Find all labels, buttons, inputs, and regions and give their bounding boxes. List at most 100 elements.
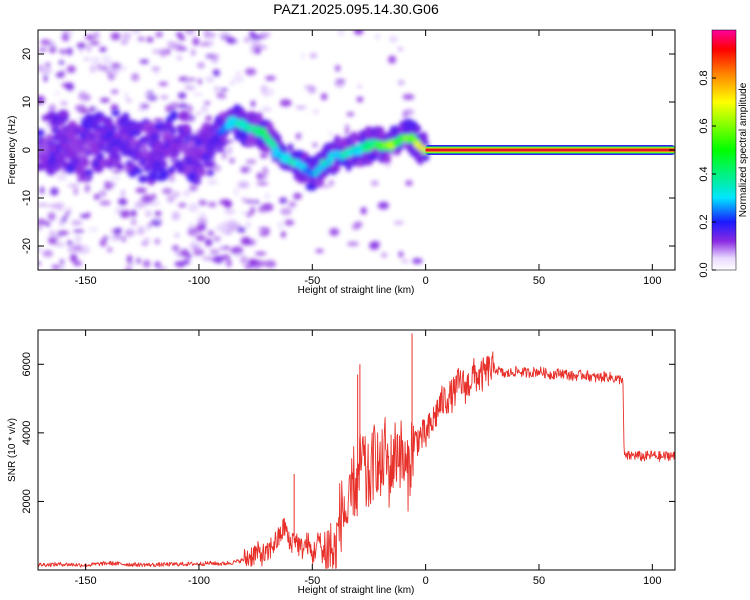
noise-blob bbox=[204, 101, 211, 106]
noise-blob bbox=[241, 210, 246, 215]
y-tick-label: 2000 bbox=[21, 489, 33, 513]
noise-blob bbox=[288, 201, 297, 208]
noise-blob bbox=[103, 186, 113, 190]
noise-blob bbox=[254, 251, 267, 256]
noise-blob bbox=[139, 227, 152, 231]
ridge-core bbox=[51, 146, 59, 152]
colorbar-tick-label: 0.0 bbox=[698, 262, 710, 277]
colorbar-label: Normalized spectral amplitude bbox=[738, 82, 749, 217]
noise-blob bbox=[106, 247, 113, 253]
noise-blob bbox=[256, 182, 269, 186]
noise-blob bbox=[277, 221, 284, 230]
noise-blob bbox=[66, 65, 76, 74]
noise-blob bbox=[311, 142, 318, 148]
noise-blob bbox=[280, 207, 292, 216]
ridge-core bbox=[259, 127, 268, 136]
snr-y-axis-label: SNR (10 * v/v) bbox=[7, 418, 18, 482]
noise-blob bbox=[176, 55, 183, 61]
ridge-core bbox=[211, 136, 221, 144]
noise-blob bbox=[232, 75, 245, 83]
noise-blob bbox=[258, 227, 270, 231]
y-tick-label: -20 bbox=[21, 238, 33, 254]
noise-blob bbox=[370, 180, 379, 187]
ridge-core bbox=[199, 147, 208, 154]
noise-blob bbox=[147, 223, 152, 228]
noise-blob bbox=[329, 227, 340, 237]
noise-blob bbox=[124, 266, 133, 270]
noise-blob bbox=[72, 260, 83, 267]
noise-blob bbox=[124, 92, 129, 101]
x-tick-label: 50 bbox=[533, 275, 545, 287]
noise-blob bbox=[184, 85, 196, 90]
ridge-halo bbox=[83, 158, 90, 168]
noise-blob bbox=[345, 124, 350, 129]
noise-blob bbox=[45, 221, 51, 227]
noise-blob bbox=[38, 203, 49, 207]
noise-blob bbox=[53, 242, 65, 247]
noise-blob bbox=[155, 266, 168, 270]
noise-blob bbox=[118, 197, 128, 206]
noise-blob bbox=[245, 159, 257, 165]
x-tick-label: 100 bbox=[643, 575, 661, 587]
noise-blob bbox=[293, 192, 302, 200]
noise-blob bbox=[400, 259, 410, 264]
noise-blob bbox=[247, 258, 257, 264]
noise-blob bbox=[44, 62, 51, 67]
ridge-halo bbox=[38, 129, 45, 137]
ridge-halo bbox=[195, 137, 203, 148]
ridge-halo bbox=[64, 148, 76, 160]
noise-blob bbox=[146, 36, 154, 43]
spectrogram-x-axis-label: Height of straight line (km) bbox=[298, 285, 415, 296]
snr-spikes bbox=[293, 333, 413, 536]
noise-blob bbox=[60, 101, 68, 106]
noise-blob bbox=[218, 31, 229, 37]
noise-blob bbox=[384, 162, 392, 169]
noise-blob bbox=[151, 67, 161, 71]
noise-blob bbox=[201, 105, 209, 113]
noise-blob bbox=[38, 48, 48, 52]
noise-blob bbox=[240, 236, 252, 246]
noise-blob bbox=[225, 258, 232, 268]
noise-blob bbox=[78, 91, 88, 101]
ridge-halo bbox=[195, 167, 207, 177]
ridge-halo bbox=[167, 166, 176, 173]
noise-blob bbox=[62, 30, 70, 34]
colorbar-tick-label: 0.8 bbox=[698, 70, 710, 85]
noise-blob bbox=[124, 228, 135, 237]
ridge-halo bbox=[74, 164, 85, 177]
noise-blob bbox=[300, 53, 305, 59]
noise-blob bbox=[412, 258, 423, 264]
noise-blob bbox=[261, 45, 268, 50]
noise-blob bbox=[240, 167, 249, 174]
noise-blob bbox=[312, 109, 319, 115]
noise-blob bbox=[174, 261, 186, 267]
noise-blob bbox=[110, 62, 122, 69]
noise-blob bbox=[251, 42, 264, 51]
noise-blob bbox=[374, 33, 381, 41]
noise-blob bbox=[187, 227, 198, 237]
noise-blob bbox=[221, 151, 227, 160]
ridge-halo bbox=[382, 155, 392, 164]
noise-blob bbox=[173, 191, 180, 198]
noise-blob bbox=[73, 187, 79, 196]
noise-blob bbox=[120, 40, 128, 45]
colorbar-tick-label: 0.4 bbox=[698, 166, 710, 181]
noise-blob bbox=[243, 37, 250, 43]
noise-blob bbox=[49, 233, 60, 237]
noise-blob bbox=[278, 197, 288, 204]
noise-blob bbox=[110, 176, 122, 180]
noise-blob bbox=[145, 210, 152, 218]
ridge-halo bbox=[414, 125, 421, 132]
noise-blob bbox=[245, 211, 253, 218]
x-tick-label: -100 bbox=[188, 575, 210, 587]
noise-blob bbox=[213, 236, 221, 242]
noise-blob bbox=[212, 69, 220, 77]
ridge-core bbox=[40, 140, 48, 146]
noise-blob bbox=[109, 235, 119, 241]
noise-blob bbox=[101, 55, 111, 62]
snr-x-ticks: -150 -100 -50 0 50 100 bbox=[75, 330, 662, 587]
noise-blob bbox=[89, 57, 100, 63]
noise-blob bbox=[84, 34, 96, 41]
ridge-halo bbox=[111, 109, 121, 117]
